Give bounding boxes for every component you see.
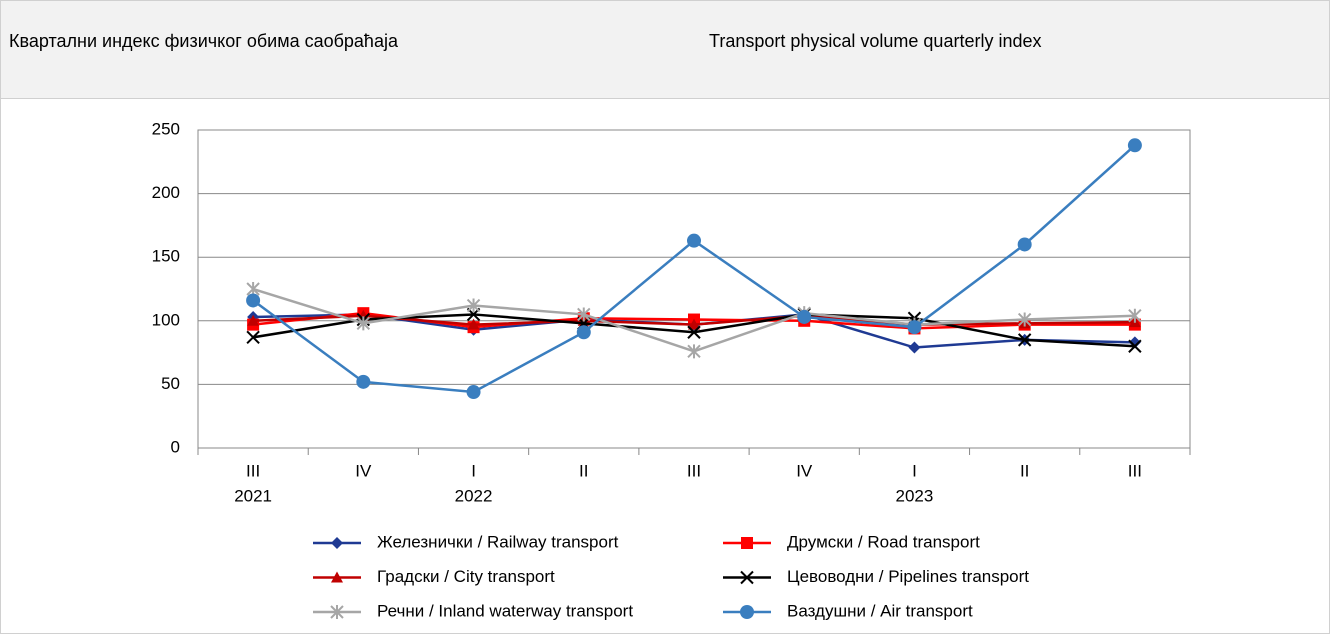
marker: [1128, 339, 1142, 353]
y-tick-label: 100: [152, 310, 180, 329]
y-tick-label: 0: [171, 437, 180, 456]
plot-border: [197, 129, 1191, 449]
legend-label: Железнички / Railway transport: [377, 532, 619, 551]
x-tick-label: III: [246, 461, 260, 480]
legend-label: Речни / Inland waterway transport: [377, 601, 633, 620]
marker: [466, 298, 481, 313]
marker: [467, 318, 480, 330]
title-en: Transport physical volume quarterly inde…: [709, 31, 1042, 51]
y-tick-label: 150: [152, 247, 180, 266]
marker: [576, 325, 591, 340]
marker: [247, 314, 260, 326]
marker: [577, 307, 591, 322]
marker: [246, 293, 261, 308]
x-tick-label: II: [579, 461, 588, 480]
x-tick-label: I: [912, 461, 917, 480]
x-tick-label: III: [687, 461, 701, 480]
marker: [466, 385, 481, 400]
marker: [908, 341, 921, 354]
header: Квартални индекс физичког обима саобраћа…: [1, 1, 1329, 99]
legend-marker: [331, 537, 343, 549]
legend-marker: [331, 571, 343, 583]
x-year-label: 2023: [896, 486, 934, 505]
legend-label: Ваздушни / Air transport: [787, 601, 973, 620]
legend-marker: [740, 605, 754, 619]
legend-label: Градски / City transport: [377, 567, 555, 586]
y-tick-label: 50: [161, 374, 180, 393]
legend-label: Цевоводни / Pipelines transport: [787, 567, 1029, 586]
marker: [688, 318, 700, 330]
x-tick-label: III: [1128, 461, 1142, 480]
marker: [356, 374, 371, 389]
legend-label: Друмски / Road transport: [787, 532, 980, 551]
marker: [1017, 312, 1032, 327]
x-year-label: 2022: [455, 486, 493, 505]
marker: [246, 330, 260, 345]
y-tick-label: 200: [152, 183, 180, 202]
legend-marker: [330, 605, 344, 619]
y-tick-label: 250: [152, 119, 180, 138]
marker: [1017, 237, 1032, 252]
x-tick-label: IV: [796, 461, 813, 480]
x-tick-label: II: [1020, 461, 1029, 480]
marker: [687, 344, 701, 359]
marker: [797, 309, 812, 324]
legend-marker: [741, 537, 753, 549]
legend-marker: [740, 570, 754, 585]
marker: [687, 233, 701, 248]
marker: [1017, 333, 1032, 347]
x-tick-label: IV: [355, 461, 372, 480]
x-year-label: 2021: [234, 486, 272, 505]
marker: [907, 320, 922, 335]
marker: [357, 309, 370, 321]
marker: [356, 316, 371, 331]
marker: [1127, 138, 1142, 153]
marker: [1128, 308, 1142, 323]
marker: [687, 325, 701, 339]
title: Квартални индекс физичког обима саобраћа…: [9, 31, 398, 51]
x-tick-label: I: [471, 461, 476, 480]
